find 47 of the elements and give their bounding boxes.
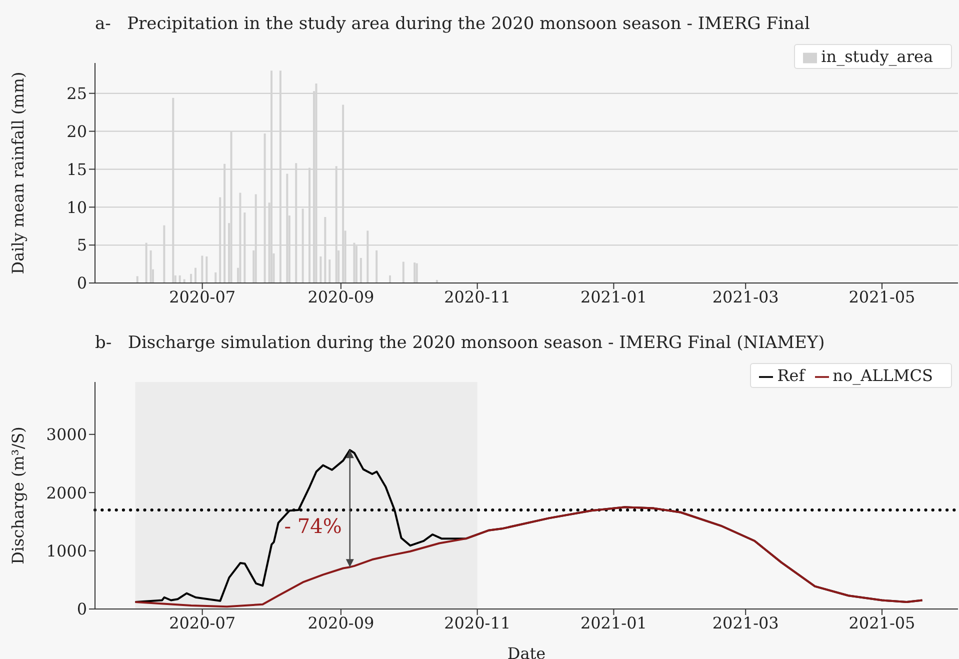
y-axis-title: Discharge (m³/S) [8, 426, 28, 564]
y-tick-label: 2000 [46, 483, 87, 502]
y-tick-label: 25 [66, 84, 87, 104]
bar [360, 258, 362, 283]
x-tick-label: 2021-03 [712, 287, 779, 306]
x-tick-label: 2021-05 [848, 287, 916, 306]
x-tick-label: 2020-09 [308, 613, 374, 632]
y-tick-label: 1000 [46, 541, 87, 560]
x-tick-label: 2021-01 [580, 613, 647, 632]
chart-title: a- Precipitation in the study area during the 2020 monsoon season - IMERG Final [95, 14, 810, 34]
x-tick-label: 2020-07 [169, 287, 236, 306]
x-tick-label: 2020-11 [444, 287, 511, 306]
bar [376, 250, 378, 283]
bar [136, 276, 138, 283]
legend-label: no_ALLMCS [832, 366, 933, 385]
chart-title: b- Discharge simulation during the 2020 monsoon season - IMERG Final (NIAMEY) [95, 333, 825, 353]
bar [214, 272, 217, 283]
x-tick-label: 2021-01 [580, 287, 647, 306]
x-tick-label: 2020-09 [308, 287, 374, 306]
bar [328, 259, 331, 283]
bar [190, 274, 192, 283]
y-tick-label: 15 [66, 160, 87, 179]
bar [194, 268, 196, 283]
bar [402, 262, 404, 283]
line-series [134, 506, 924, 608]
x-tick-label: 2021-05 [848, 613, 916, 632]
bar [183, 279, 186, 283]
legend-label: Ref [777, 366, 805, 385]
x-axis-title: Date [507, 644, 546, 659]
legend-label: in_study_area [821, 47, 933, 66]
x-tick-label: 2021-03 [712, 613, 779, 632]
y-tick-label: 10 [66, 198, 87, 217]
bar [150, 250, 152, 283]
x-tick-label: 2020-07 [169, 613, 236, 632]
y-tick-label: 0 [76, 274, 87, 293]
bar [178, 275, 181, 283]
bar [389, 275, 391, 283]
y-tick-label: 5 [76, 236, 87, 255]
y-axis-title: Daily mean rainfall (mm) [8, 72, 28, 274]
annotation: - 74% [284, 514, 342, 538]
y-tick-label: 3000 [46, 425, 87, 444]
y-tick-label: 0 [76, 600, 87, 619]
x-tick-label: 2020-11 [444, 613, 511, 632]
bar [206, 256, 208, 283]
bar [320, 256, 322, 283]
y-tick-label: 20 [66, 122, 87, 141]
bar [201, 256, 204, 283]
